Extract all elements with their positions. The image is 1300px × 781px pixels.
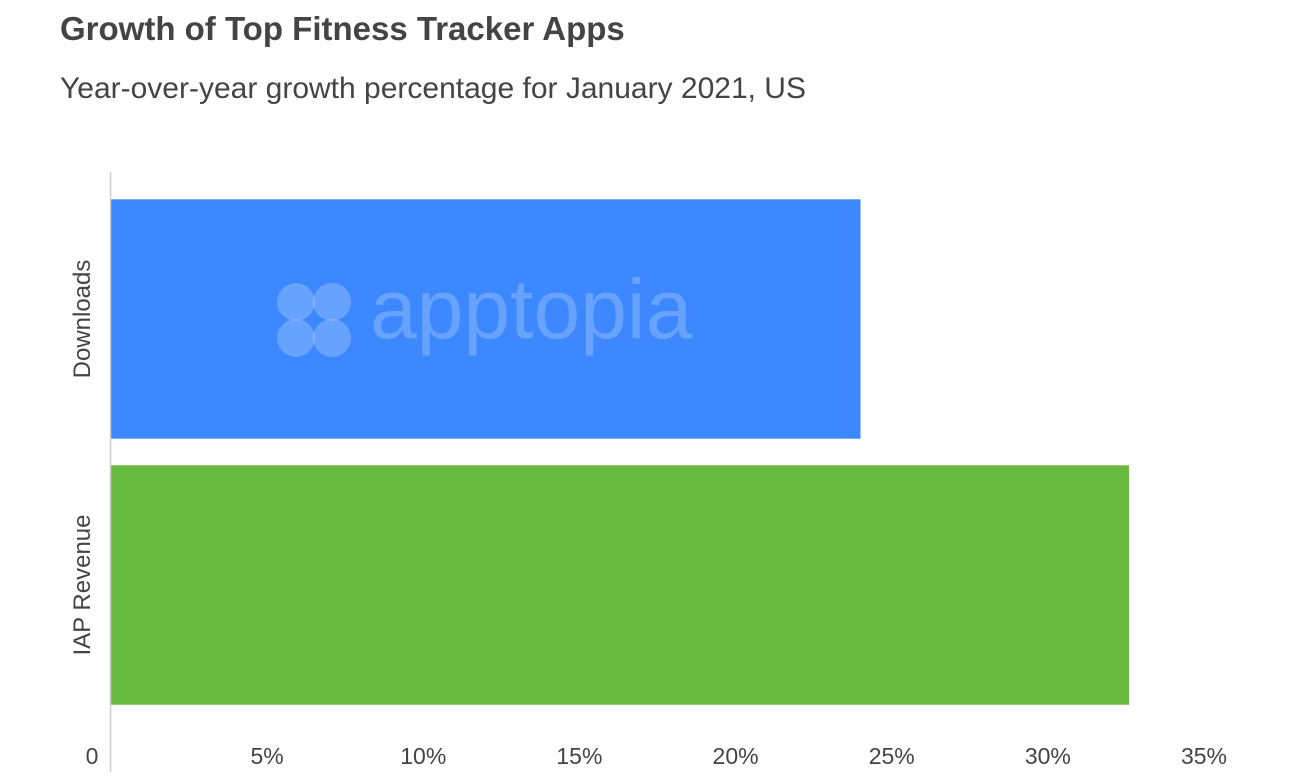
bar-iap-revenue <box>111 465 1130 705</box>
bar-downloads <box>111 199 861 439</box>
apptopia-logo-icon <box>277 283 351 357</box>
x-tick-label: 5% <box>251 743 284 769</box>
x-tick-label: 35% <box>1181 743 1227 769</box>
x-tick-label: 20% <box>713 743 759 769</box>
category-labels: Downloads IAP Revenue <box>69 260 96 656</box>
x-tick-label: 25% <box>869 743 915 769</box>
chart-title: Growth of Top Fitness Tracker Apps <box>60 10 625 47</box>
x-tick-label: 0 <box>86 743 99 769</box>
x-tick-label: 10% <box>400 743 446 769</box>
watermark-text: apptopia <box>370 262 693 356</box>
category-label: IAP Revenue <box>69 515 96 656</box>
chart-subtitle: Year-over-year growth percentage for Jan… <box>60 72 806 105</box>
bars-layer <box>111 199 1130 705</box>
x-tick-label: 15% <box>556 743 602 769</box>
x-axis-ticks: 0 5% 10% 15% 20% 25% 30% 35% <box>86 743 1227 769</box>
x-tick-label: 30% <box>1025 743 1071 769</box>
category-label: Downloads <box>69 260 96 379</box>
apptopia-watermark: apptopia <box>277 262 693 357</box>
